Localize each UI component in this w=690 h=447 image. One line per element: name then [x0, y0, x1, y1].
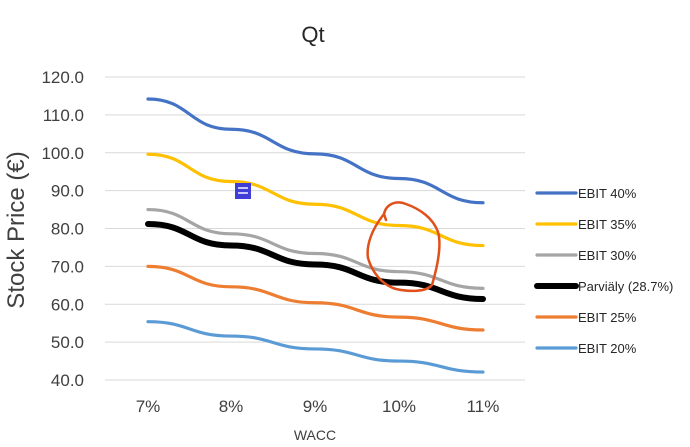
series-line [146, 207, 485, 290]
y-tick-label: 110.0 [43, 106, 84, 125]
x-axis-title: WACC [294, 427, 336, 443]
series-line [146, 152, 485, 248]
legend: EBIT 40% EBIT 35% EBIT 30% Parviäly (28.7%)… [534, 186, 673, 356]
x-tick-label: 7% [136, 397, 161, 416]
series-line [146, 97, 485, 205]
legend-label: EBIT 40% [578, 186, 637, 201]
y-tick-label: 60.0 [51, 295, 84, 314]
embedded-logo-icon [235, 183, 251, 199]
y-tick-label: 90.0 [51, 182, 84, 201]
y-tick-label: 80.0 [51, 220, 84, 239]
y-tick-label: 120.0 [41, 68, 84, 87]
x-tick-label: 9% [303, 397, 328, 416]
y-tick-label: 70.0 [51, 257, 84, 276]
series-line [145, 220, 486, 302]
y-tick-label: 40.0 [51, 371, 84, 390]
legend-label: EBIT 25% [578, 310, 637, 325]
x-tick-label: 11% [467, 397, 500, 416]
y-axis-title: Stock Price (€) [3, 151, 30, 308]
legend-label: EBIT 30% [578, 248, 637, 263]
x-tick-label: 10% [382, 397, 416, 416]
y-axis-ticks: 120.0 110.0 100.0 90.0 80.0 70.0 60.0 50.0 40.0 [41, 68, 84, 390]
legend-label: EBIT 20% [578, 341, 637, 356]
y-tick-label: 100.0 [41, 144, 84, 163]
hand-drawn-circle-annotation [366, 201, 441, 293]
series-line [146, 320, 485, 374]
chart-title: Qt [301, 22, 324, 47]
legend-label: EBIT 35% [578, 217, 637, 232]
series-line [146, 264, 485, 332]
y-tick-label: 50.0 [51, 333, 84, 352]
legend-label: Parviäly (28.7%) [578, 279, 673, 294]
x-axis-ticks: 7% 8% 9% 10% 11% [136, 397, 500, 416]
x-tick-label: 8% [219, 397, 244, 416]
series-lines [145, 97, 486, 374]
